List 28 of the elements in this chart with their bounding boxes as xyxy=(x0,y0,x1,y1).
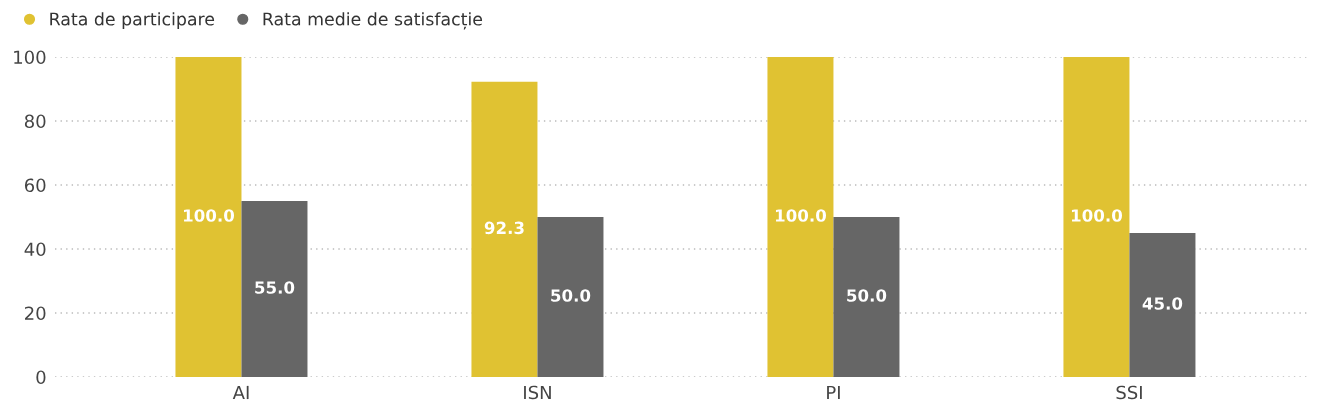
legend-label: Rata medie de satisfacție xyxy=(263,12,483,30)
data-label: 92.3 xyxy=(484,221,524,235)
data-label: 45.0 xyxy=(1142,297,1183,310)
y-tick-label: 20 xyxy=(25,306,46,321)
data-label: 50.0 xyxy=(551,289,591,302)
data-label: 50.0 xyxy=(847,289,887,302)
bar xyxy=(1063,57,1130,377)
x-tick-label: PI xyxy=(827,385,840,400)
legend-label: Rata de participare xyxy=(50,12,215,29)
y-tick-label: 0 xyxy=(36,370,46,385)
bar xyxy=(1129,233,1196,377)
data-label: 100.0 xyxy=(775,209,827,222)
x-tick-label: SSI xyxy=(1116,385,1142,400)
y-tick-label: 80 xyxy=(24,114,46,129)
y-tick-label: 60 xyxy=(24,178,46,193)
data-label: 55.0 xyxy=(255,281,295,294)
y-tick-label: 100 xyxy=(14,50,46,65)
bar xyxy=(833,217,900,377)
bar xyxy=(241,201,308,377)
bar xyxy=(537,217,604,377)
x-tick-label: AI xyxy=(232,385,249,400)
data-label: 100.0 xyxy=(183,209,235,222)
y-tick-label: 40 xyxy=(24,242,46,257)
data-label: 100.0 xyxy=(1071,209,1123,222)
x-tick-label: ISN xyxy=(524,385,551,400)
bar xyxy=(471,81,538,377)
bar xyxy=(767,57,834,377)
bar xyxy=(175,57,242,377)
